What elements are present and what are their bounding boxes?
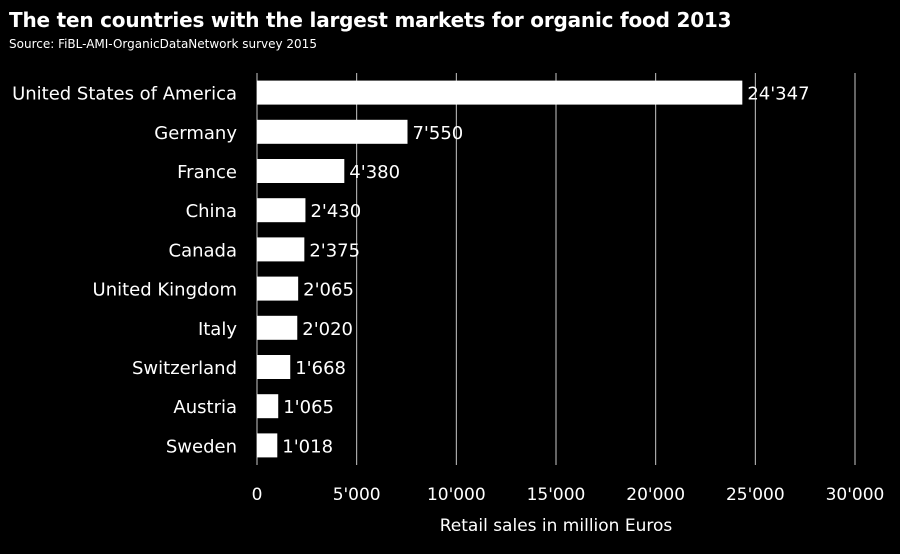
category-label: France	[177, 162, 237, 183]
x-tick-label: 15'000	[527, 485, 586, 505]
value-label: 2'430	[310, 201, 361, 222]
chart-subtitle: Source: FiBL-AMI-OrganicDataNetwork surv…	[9, 37, 317, 51]
category-label: China	[186, 201, 237, 222]
x-tick-label: 0	[252, 485, 263, 505]
bar	[257, 237, 305, 262]
bar	[257, 394, 279, 419]
value-label: 4'380	[349, 162, 400, 183]
category-label: Switzerland	[132, 358, 237, 379]
value-label: 2'020	[302, 319, 353, 340]
category-label: United Kingdom	[93, 280, 237, 301]
value-label: 2'065	[303, 280, 354, 301]
category-label: Germany	[154, 123, 237, 144]
x-tick-label: 25'000	[726, 485, 785, 505]
category-label: Austria	[173, 397, 237, 418]
x-tick-label: 30'000	[826, 485, 885, 505]
bar	[257, 80, 743, 105]
bar	[257, 119, 408, 144]
bar	[257, 276, 299, 301]
bar	[257, 198, 306, 223]
x-tick-label: 5'000	[333, 485, 381, 505]
category-labels: United States of America Germany France Chi…	[12, 84, 237, 458]
value-label: 1'018	[282, 436, 333, 457]
value-label: 1'065	[283, 397, 334, 418]
value-label: 24'347	[747, 84, 809, 105]
chart-title: The ten countries with the largest marke…	[9, 8, 732, 32]
bar	[257, 355, 291, 379]
category-label: Canada	[169, 240, 238, 261]
bar	[257, 433, 278, 458]
x-tick-label: 10'000	[427, 485, 486, 505]
value-label: 1'668	[295, 358, 346, 379]
value-labels: 24'347 7'550 4'380 2'430 2'375 2'065 2'020 1'66…	[282, 84, 809, 458]
category-label: Italy	[198, 319, 237, 340]
x-tick-labels: 0 5'000 10'000 15'000 20'000 25'000 30'000	[252, 485, 885, 505]
x-tick-label: 20'000	[626, 485, 685, 505]
category-label: United States of America	[12, 84, 237, 105]
bar	[257, 159, 345, 183]
value-label: 2'375	[309, 240, 360, 261]
bars	[257, 80, 743, 458]
value-label: 7'550	[412, 123, 463, 144]
bar	[257, 315, 298, 340]
category-label: Sweden	[166, 436, 237, 457]
x-axis-title: Retail sales in million Euros	[440, 516, 673, 536]
